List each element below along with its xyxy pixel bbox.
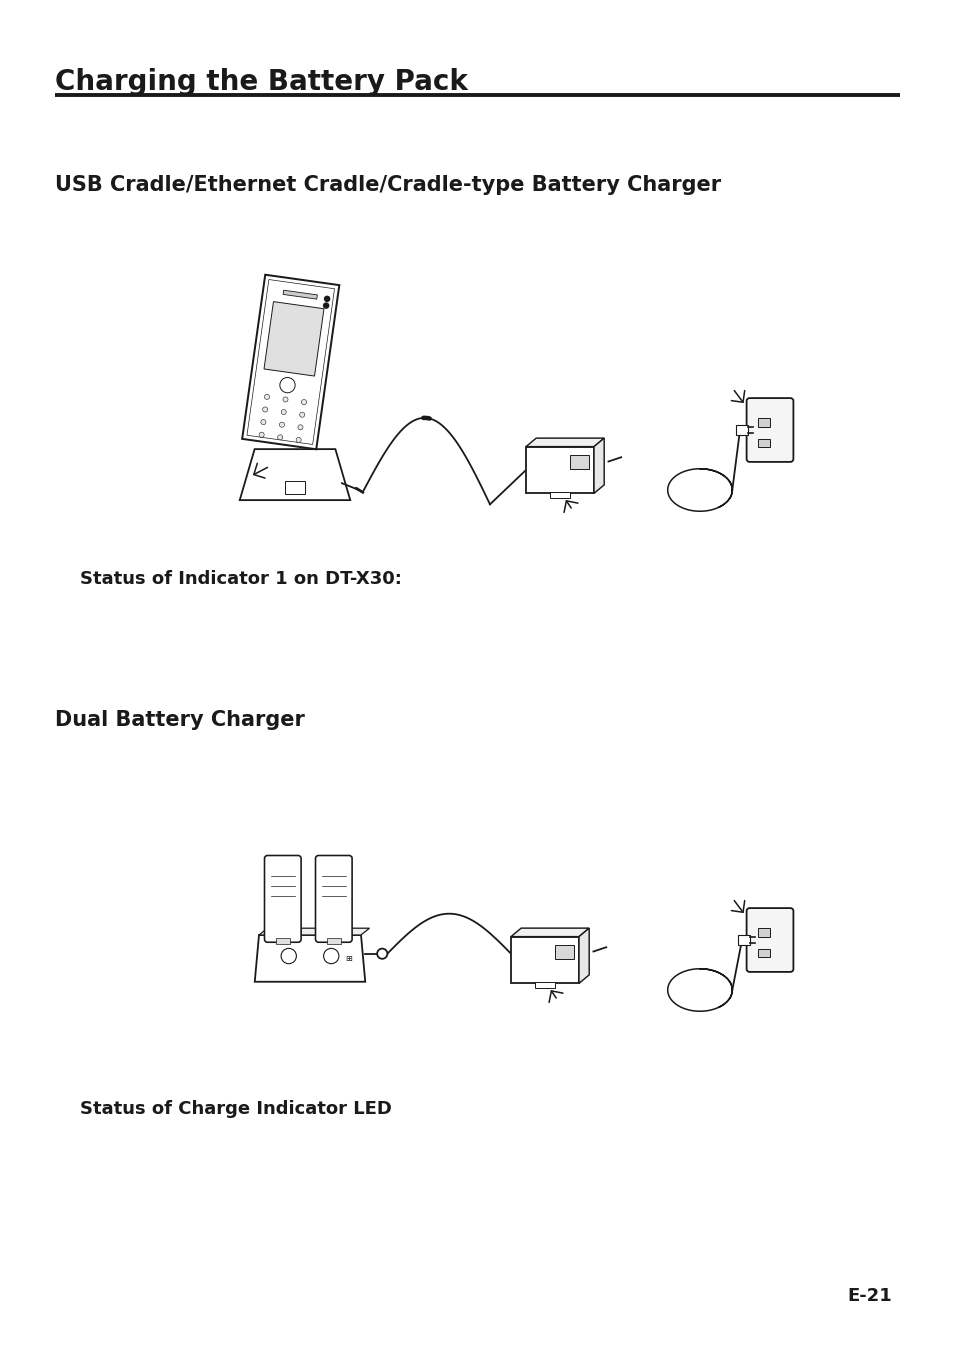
Bar xyxy=(758,418,769,427)
Polygon shape xyxy=(594,439,603,493)
Circle shape xyxy=(323,948,338,964)
Bar xyxy=(327,937,340,944)
Bar xyxy=(570,455,588,468)
Polygon shape xyxy=(264,302,324,376)
Text: E-21: E-21 xyxy=(846,1288,891,1305)
Polygon shape xyxy=(578,927,589,983)
Polygon shape xyxy=(525,439,603,447)
Circle shape xyxy=(376,949,387,959)
Polygon shape xyxy=(254,936,365,982)
Text: ⊞: ⊞ xyxy=(344,953,352,963)
FancyBboxPatch shape xyxy=(746,398,793,462)
Circle shape xyxy=(323,303,329,309)
Polygon shape xyxy=(511,937,578,983)
Text: Charging the Battery Pack: Charging the Battery Pack xyxy=(55,68,467,96)
Circle shape xyxy=(297,425,303,429)
Bar xyxy=(535,982,555,988)
Polygon shape xyxy=(242,275,339,450)
Text: Status of Indicator 1 on DT-X30:: Status of Indicator 1 on DT-X30: xyxy=(80,570,401,588)
Circle shape xyxy=(279,378,294,393)
FancyBboxPatch shape xyxy=(264,856,301,942)
Circle shape xyxy=(301,399,306,405)
Bar xyxy=(275,937,290,944)
Circle shape xyxy=(324,297,330,302)
Bar xyxy=(549,492,570,498)
Polygon shape xyxy=(511,927,589,937)
Polygon shape xyxy=(735,425,747,435)
FancyBboxPatch shape xyxy=(746,909,793,972)
Polygon shape xyxy=(258,929,369,936)
Circle shape xyxy=(281,948,296,964)
Bar xyxy=(758,439,769,447)
Bar xyxy=(758,927,769,937)
Circle shape xyxy=(281,409,286,414)
Bar xyxy=(758,949,769,957)
Circle shape xyxy=(277,435,282,440)
Circle shape xyxy=(262,408,268,412)
Circle shape xyxy=(259,432,264,437)
Bar xyxy=(555,945,574,959)
Polygon shape xyxy=(737,934,749,945)
Circle shape xyxy=(299,412,304,417)
Text: Dual Battery Charger: Dual Battery Charger xyxy=(55,709,305,730)
Circle shape xyxy=(279,422,284,428)
Circle shape xyxy=(283,397,288,402)
Polygon shape xyxy=(247,279,335,444)
Circle shape xyxy=(264,394,270,399)
Bar xyxy=(285,482,305,494)
Text: Status of Charge Indicator LED: Status of Charge Indicator LED xyxy=(80,1099,392,1118)
Circle shape xyxy=(260,420,266,425)
Polygon shape xyxy=(239,450,350,500)
Polygon shape xyxy=(525,447,594,493)
Polygon shape xyxy=(283,290,317,299)
Text: USB Cradle/Ethernet Cradle/Cradle-type Battery Charger: USB Cradle/Ethernet Cradle/Cradle-type B… xyxy=(55,175,720,195)
FancyBboxPatch shape xyxy=(315,856,352,942)
Circle shape xyxy=(295,437,301,443)
